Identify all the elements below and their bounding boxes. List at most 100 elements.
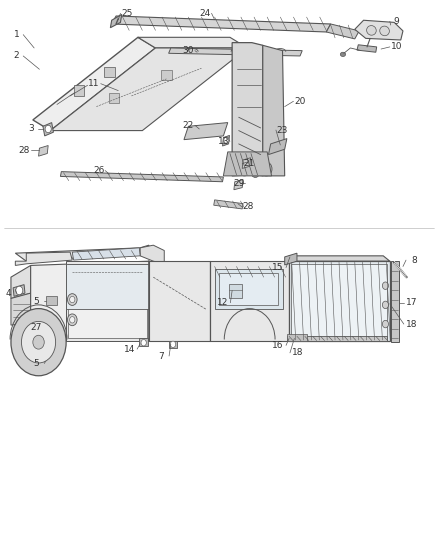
Polygon shape bbox=[31, 261, 149, 341]
Polygon shape bbox=[287, 334, 307, 341]
Polygon shape bbox=[215, 269, 283, 309]
Polygon shape bbox=[229, 284, 242, 298]
Circle shape bbox=[21, 321, 56, 363]
Polygon shape bbox=[326, 24, 359, 39]
Polygon shape bbox=[223, 152, 272, 176]
Text: 24: 24 bbox=[199, 9, 211, 18]
Polygon shape bbox=[263, 45, 285, 176]
Text: 1: 1 bbox=[14, 30, 20, 39]
FancyBboxPatch shape bbox=[74, 85, 84, 96]
Text: 16: 16 bbox=[272, 341, 284, 350]
Polygon shape bbox=[214, 200, 243, 209]
Text: 9: 9 bbox=[393, 17, 399, 26]
Polygon shape bbox=[287, 336, 387, 341]
Circle shape bbox=[11, 309, 66, 376]
Circle shape bbox=[382, 320, 389, 328]
Text: 13: 13 bbox=[218, 137, 229, 146]
FancyBboxPatch shape bbox=[46, 321, 57, 329]
Text: 12: 12 bbox=[217, 298, 228, 307]
Polygon shape bbox=[112, 16, 331, 32]
Circle shape bbox=[16, 286, 23, 295]
Text: 21: 21 bbox=[243, 159, 254, 168]
Circle shape bbox=[45, 125, 51, 133]
Ellipse shape bbox=[380, 26, 389, 36]
Text: 2: 2 bbox=[14, 52, 19, 60]
Polygon shape bbox=[184, 123, 228, 140]
Polygon shape bbox=[210, 261, 289, 341]
Circle shape bbox=[224, 137, 229, 143]
Polygon shape bbox=[289, 261, 390, 341]
Text: 6: 6 bbox=[33, 341, 39, 350]
Text: 17: 17 bbox=[406, 298, 417, 307]
Polygon shape bbox=[139, 338, 148, 346]
Polygon shape bbox=[43, 123, 53, 136]
Polygon shape bbox=[66, 264, 149, 309]
Ellipse shape bbox=[367, 26, 376, 35]
Polygon shape bbox=[268, 139, 287, 155]
Circle shape bbox=[141, 340, 146, 346]
FancyBboxPatch shape bbox=[161, 70, 172, 80]
Polygon shape bbox=[355, 20, 403, 40]
Polygon shape bbox=[285, 253, 297, 265]
Text: 18: 18 bbox=[406, 320, 417, 328]
FancyBboxPatch shape bbox=[109, 93, 119, 103]
Text: 4: 4 bbox=[6, 289, 11, 297]
Polygon shape bbox=[219, 273, 278, 305]
Circle shape bbox=[261, 162, 272, 176]
Polygon shape bbox=[242, 158, 251, 168]
Text: 28: 28 bbox=[243, 203, 254, 211]
Text: 26: 26 bbox=[93, 166, 104, 175]
Circle shape bbox=[67, 294, 77, 305]
Polygon shape bbox=[169, 341, 177, 348]
Text: 3: 3 bbox=[28, 125, 35, 133]
Polygon shape bbox=[39, 146, 48, 156]
Polygon shape bbox=[140, 245, 164, 264]
Circle shape bbox=[382, 282, 389, 289]
Text: 11: 11 bbox=[88, 79, 100, 88]
FancyBboxPatch shape bbox=[46, 338, 57, 346]
Circle shape bbox=[33, 335, 44, 349]
Polygon shape bbox=[13, 285, 25, 296]
Text: 30: 30 bbox=[183, 46, 194, 55]
Polygon shape bbox=[11, 265, 31, 298]
Circle shape bbox=[70, 296, 75, 303]
Text: 29: 29 bbox=[233, 179, 244, 188]
Text: 27: 27 bbox=[31, 324, 42, 332]
Text: 8: 8 bbox=[411, 256, 417, 264]
Polygon shape bbox=[68, 264, 147, 338]
Polygon shape bbox=[72, 248, 140, 260]
Polygon shape bbox=[15, 245, 149, 261]
Polygon shape bbox=[234, 180, 243, 190]
Polygon shape bbox=[110, 14, 122, 28]
Polygon shape bbox=[223, 135, 230, 146]
Polygon shape bbox=[232, 43, 263, 176]
Circle shape bbox=[70, 317, 75, 323]
Ellipse shape bbox=[340, 52, 346, 56]
Polygon shape bbox=[66, 261, 149, 341]
Polygon shape bbox=[357, 45, 377, 52]
Polygon shape bbox=[50, 48, 247, 131]
Circle shape bbox=[382, 301, 389, 309]
Polygon shape bbox=[33, 37, 155, 131]
Text: 28: 28 bbox=[18, 146, 30, 155]
Text: 18: 18 bbox=[292, 349, 304, 357]
FancyBboxPatch shape bbox=[46, 296, 57, 305]
Polygon shape bbox=[291, 264, 387, 338]
Text: 10: 10 bbox=[391, 43, 402, 51]
Text: 14: 14 bbox=[124, 345, 135, 353]
Text: 15: 15 bbox=[272, 263, 284, 272]
Text: 7: 7 bbox=[158, 352, 164, 360]
Circle shape bbox=[170, 341, 176, 348]
FancyBboxPatch shape bbox=[46, 356, 57, 365]
Text: 22: 22 bbox=[183, 121, 194, 130]
FancyBboxPatch shape bbox=[104, 67, 115, 77]
Polygon shape bbox=[138, 37, 247, 48]
Circle shape bbox=[251, 167, 260, 177]
Text: 5: 5 bbox=[33, 359, 39, 368]
Polygon shape bbox=[149, 261, 210, 341]
Text: 23: 23 bbox=[277, 126, 288, 134]
Polygon shape bbox=[169, 48, 302, 56]
Polygon shape bbox=[11, 293, 31, 325]
Text: 25: 25 bbox=[121, 9, 133, 18]
Polygon shape bbox=[60, 172, 223, 182]
